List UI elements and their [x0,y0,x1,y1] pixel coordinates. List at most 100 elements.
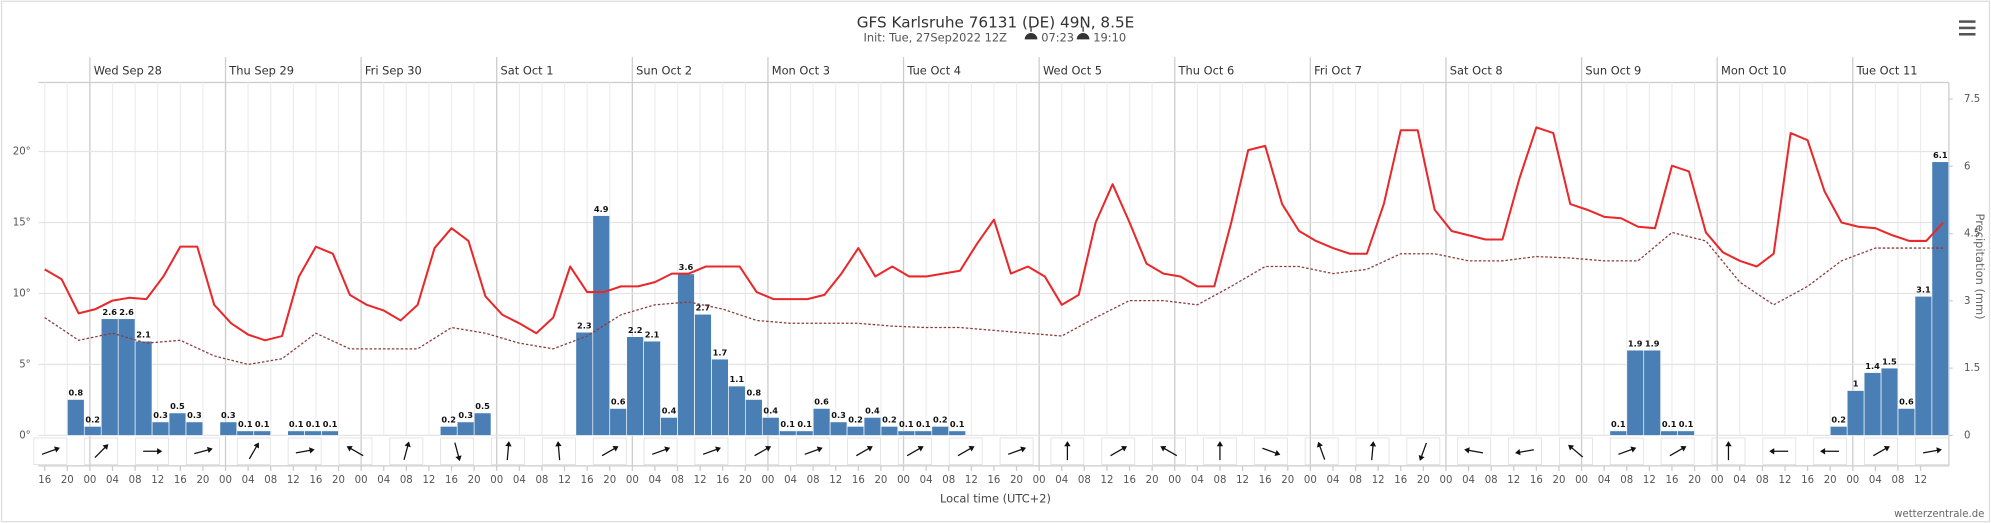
wind-arrow [855,445,873,457]
precip-bar [643,340,661,436]
x-tick-label: 04 [1327,475,1340,486]
bar-value-label: 0.6 [611,397,626,407]
precip-bar [745,399,763,436]
x-tick-label: 08 [1892,475,1905,486]
precip-bar [829,421,848,436]
precip-bar [728,385,746,436]
precip-bar [1863,372,1882,436]
wind-arrow [1369,441,1377,461]
wind-arrow [652,446,671,455]
bar-value-label: 0.1 [797,419,812,429]
bar-value-label: 0.3 [831,410,846,420]
day-label: Fri Oct 7 [1314,64,1362,78]
wind-box [491,437,525,465]
wind-box [1813,437,1848,465]
precip-bar [168,412,187,436]
bar-value-label: 0.1 [1611,419,1626,429]
precip-bar [1880,367,1899,436]
precip-bar [948,430,966,436]
y-tick-label: 10° [13,288,31,299]
wind-arrow [143,448,163,455]
x-tick-label: 04 [648,475,661,486]
bar-value-label: 0.2 [933,415,948,425]
day-label: Tue Oct 4 [906,64,961,78]
x-tick-label: 16 [1530,475,1543,486]
x-tick-label: 00 [1711,475,1724,486]
x-tick-label: 08 [535,475,548,486]
precip-bar [1677,430,1695,436]
precip-bar [1643,349,1661,436]
bar-value-label: 6.1 [1933,150,1948,160]
day-label: Tue Oct 11 [1856,64,1918,78]
precip-bar [1846,390,1865,436]
wind-arrow-head [1316,441,1323,448]
x-tick-label: 00 [490,475,503,486]
wind-box [592,437,627,465]
wind-box [897,437,932,465]
wind-arrow [1316,441,1326,460]
precip-bar [473,412,492,436]
precip-bar [626,336,644,436]
wind-arrow [346,445,364,457]
wind-box [236,437,271,465]
wind-box [389,437,424,465]
wind-box [694,437,729,465]
x-tick-label: 08 [807,475,820,486]
credit: wetterzentrale.de [1894,509,1984,520]
wind-arrow [1568,444,1584,458]
wind-box [1660,437,1695,465]
x-tick-label: 16 [174,475,187,486]
day-label: Sun Oct 2 [636,64,692,78]
bar-value-label: 0.3 [187,410,202,420]
wind-box [1609,437,1644,465]
day-label: Fri Sep 30 [365,64,422,78]
wind-box [1457,437,1492,465]
day-label: Sat Oct 1 [501,64,554,78]
bar-value-label: 0.1 [916,419,931,429]
bar-value-label: 2.1 [136,329,151,339]
wind-box [948,437,983,465]
wind-box [1864,437,1898,465]
wind-arrow [1464,447,1484,454]
x-tick-label: 04 [1733,475,1746,486]
wind-arrow-head [1020,446,1027,453]
precip-bar [1660,430,1678,436]
wind-arrow [41,446,60,455]
wind-arrow-head [1274,450,1281,456]
bar-value-label: 0.8 [746,388,761,398]
precip-bar [1626,349,1644,436]
wind-arrow [1064,441,1071,461]
x-tick-label: 12 [829,475,842,486]
wind-arrow [1110,445,1128,457]
x-tick-label: 16 [309,475,322,486]
x-tick-label: 00 [1440,475,1453,486]
x-tick-label: 08 [1756,475,1769,486]
y-tick-label: 15° [13,218,31,229]
wind-arrow-head [1369,441,1377,447]
menu-button[interactable] [1958,20,1976,36]
x-tick-label: 16 [1259,475,1272,486]
precip-bar [846,426,865,436]
wind-box [1355,437,1390,465]
bar-value-label: 0.1 [950,419,965,429]
precip-bar [134,340,153,436]
x-tick-label: 00 [1033,475,1046,486]
wind-arrow-head [1769,448,1775,455]
y2-tick-label: 4.5 [1964,229,1980,240]
sunset-icon [1076,26,1090,40]
dewpoint-line [44,231,1944,366]
x-tick-label: 12 [558,475,571,486]
bar-value-label: 0.1 [1679,419,1694,429]
bar-value-label: 0.1 [255,419,270,429]
y2-tick-label: 3 [1964,296,1970,307]
wind-arrow [94,444,109,459]
x-tick-label: 12 [694,475,707,486]
bar-value-label: 0.1 [1662,419,1677,429]
x-tick-label: 16 [1394,475,1407,486]
x-tick-label: 12 [1236,475,1249,486]
wind-arrow [601,445,619,457]
bar-value-label: 1.9 [1645,338,1660,348]
y-tick-label: 0° [19,430,31,441]
x-tick-label: 08 [400,475,413,486]
